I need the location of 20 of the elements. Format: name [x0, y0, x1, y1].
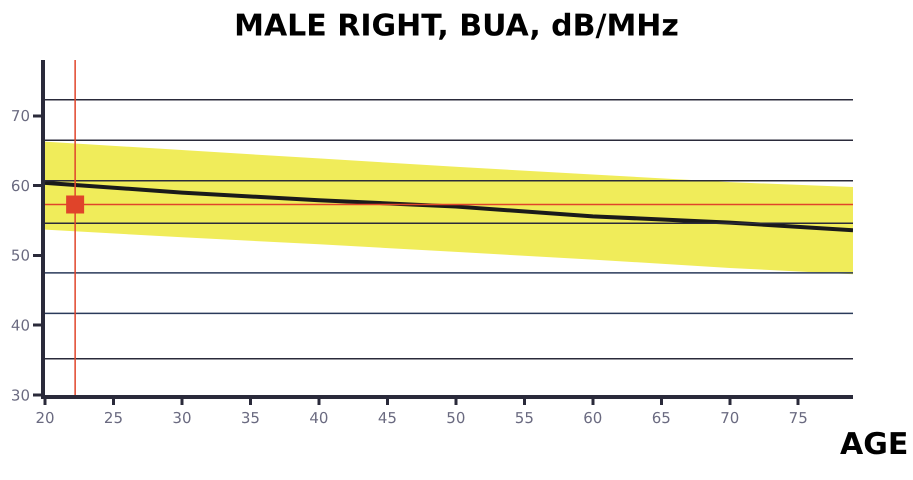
- x-tick-label: 55: [514, 409, 534, 427]
- x-tick-label: 35: [240, 409, 260, 427]
- x-tick-label: 50: [446, 409, 466, 427]
- x-tick-label: 45: [378, 409, 397, 427]
- y-tick-label: 70: [10, 107, 30, 126]
- x-tick-label: 65: [652, 409, 671, 427]
- x-tick-label: 70: [720, 409, 740, 427]
- x-tick-label: 30: [172, 409, 192, 427]
- x-tick-label: 40: [309, 409, 328, 427]
- x-tick-label: 20: [35, 409, 55, 427]
- x-tick-label: 25: [104, 409, 124, 427]
- y-tick-label: 40: [10, 316, 30, 334]
- y-tick-label: 30: [10, 386, 30, 404]
- chart-title: MALE RIGHT, BUA, dB/MHz: [234, 8, 679, 44]
- y-tick-label: 50: [10, 246, 30, 265]
- x-tick-label: 60: [583, 409, 602, 427]
- x-axis-title: AGE: [840, 427, 908, 462]
- x-tick-label: 75: [788, 409, 808, 427]
- y-tick-label: 60: [10, 176, 30, 195]
- line-series: [45, 180, 853, 232]
